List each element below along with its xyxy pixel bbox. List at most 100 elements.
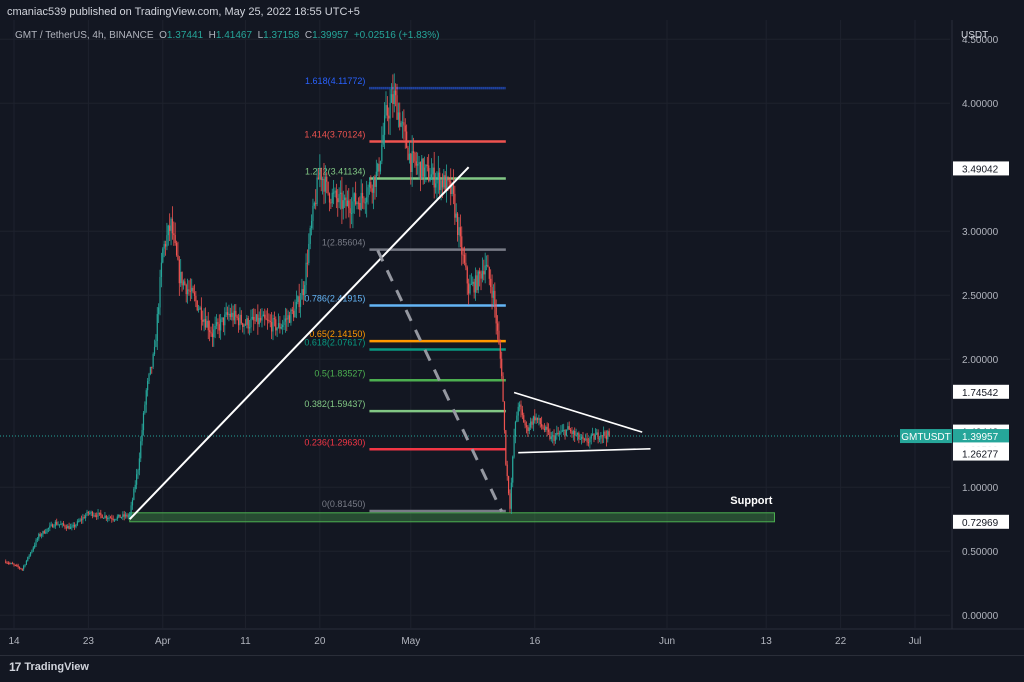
candle-body xyxy=(38,534,40,539)
candle-body xyxy=(20,568,22,570)
candle-body xyxy=(159,277,161,308)
candle-body xyxy=(49,525,51,528)
candle-body xyxy=(565,429,568,436)
y-tick-label: 4.50000 xyxy=(962,35,999,46)
candle-body xyxy=(42,531,44,535)
candle-body xyxy=(94,515,96,517)
candle-body xyxy=(215,322,218,326)
fib-level-label: 1.414(3.70124) xyxy=(304,129,365,139)
candle-body xyxy=(538,418,540,420)
candle-body xyxy=(152,354,154,367)
candle-body xyxy=(501,358,503,377)
candle-body xyxy=(232,312,234,321)
candle-body xyxy=(404,125,406,132)
candle-body xyxy=(160,262,163,278)
candle-body xyxy=(40,534,43,536)
candle-body xyxy=(585,438,587,440)
candle-body xyxy=(109,517,112,519)
price-labels: 3.490421.745421.43443GMTUSDT1.399571.295… xyxy=(900,161,1009,529)
price-label: 1.74542 xyxy=(962,388,999,399)
candle-body xyxy=(130,505,132,515)
candle-body xyxy=(178,259,180,284)
candle-body xyxy=(560,431,562,434)
candle-body xyxy=(243,324,245,327)
candle-body xyxy=(521,409,523,416)
candle-body xyxy=(237,317,240,326)
candle-body xyxy=(455,213,457,218)
candle-body xyxy=(607,431,609,440)
candle-body xyxy=(193,292,196,296)
candle-body xyxy=(605,435,608,440)
candle-body xyxy=(214,325,216,330)
candle-body xyxy=(601,435,603,437)
candle-body xyxy=(93,515,95,517)
candle-body xyxy=(115,519,117,521)
candle-body xyxy=(124,514,127,517)
candle-body xyxy=(462,254,464,256)
candle-body xyxy=(225,312,227,315)
candle-body xyxy=(491,286,493,298)
candle-body xyxy=(290,309,292,323)
candle-body xyxy=(355,193,357,205)
candle-body xyxy=(198,309,200,311)
candle-body xyxy=(156,314,158,342)
candle-body xyxy=(554,435,557,441)
symbol-name[interactable]: GMT / TetherUS, 4h, BINANCE xyxy=(15,30,154,41)
candle-body xyxy=(469,284,471,294)
candle-body xyxy=(395,90,397,96)
candle-body xyxy=(127,515,129,517)
candle-body xyxy=(294,308,296,318)
candle-body xyxy=(56,521,58,525)
candle-body xyxy=(140,441,142,459)
candle-body xyxy=(556,432,558,436)
candle-body xyxy=(111,517,113,519)
candle-body xyxy=(288,315,291,323)
candle-body xyxy=(202,319,204,322)
candle-body xyxy=(90,512,92,514)
candle-body xyxy=(12,563,14,565)
candle-body xyxy=(447,177,449,181)
current-price-label: 1.39957 xyxy=(962,432,999,443)
open-label: O xyxy=(159,30,167,41)
candle-body xyxy=(389,102,391,119)
candlestick-series xyxy=(5,73,610,572)
price-label-bg xyxy=(953,161,1009,176)
candle-body xyxy=(306,262,309,264)
candle-body xyxy=(414,152,416,162)
candle-body xyxy=(459,227,461,237)
candle-body xyxy=(597,432,599,440)
candle-body xyxy=(184,281,186,285)
candle-body xyxy=(61,523,63,525)
candle-body xyxy=(295,301,298,309)
candle-body xyxy=(345,197,347,207)
fib-level-label: 0.382(1.59437) xyxy=(304,399,365,409)
candle-body xyxy=(527,426,529,431)
candle-body xyxy=(532,416,534,425)
candle-body xyxy=(553,435,555,441)
candle-body xyxy=(87,511,89,514)
candle-body xyxy=(371,188,373,193)
candle-body xyxy=(105,515,107,519)
brand[interactable]: 17 TradingView xyxy=(9,660,89,674)
low-value: 1.37158 xyxy=(263,30,300,41)
candle-body xyxy=(350,213,353,215)
candle-body xyxy=(433,167,435,188)
candle-body xyxy=(277,323,280,328)
candle-body xyxy=(50,524,52,526)
candle-body xyxy=(275,319,277,331)
candle-body xyxy=(488,267,490,279)
candle-body xyxy=(426,164,428,166)
candle-body xyxy=(452,183,455,194)
candle-body xyxy=(304,285,306,296)
candle-body xyxy=(583,438,585,440)
candle-body xyxy=(397,112,399,120)
candle-body xyxy=(346,200,348,207)
candle-body xyxy=(282,324,284,328)
candle-body xyxy=(286,318,288,320)
fib-level-label: 0.65(2.14150) xyxy=(309,329,365,339)
candle-body xyxy=(324,176,326,192)
fib-level-label: 0.786(2.41915) xyxy=(304,294,365,304)
candle-body xyxy=(563,430,565,432)
candle-body xyxy=(557,432,559,434)
